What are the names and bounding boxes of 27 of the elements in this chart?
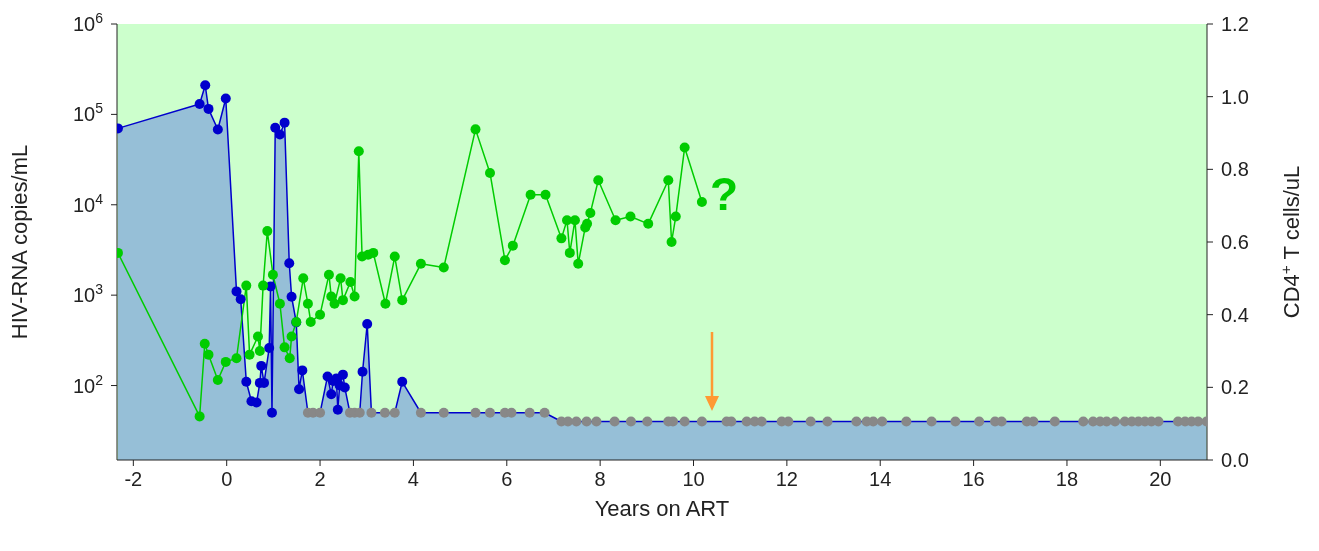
- y-tick-label: 10$^{3}$: [72, 281, 104, 307]
- x-tick-label: 18: [1055, 468, 1079, 490]
- y2-tick-label: 1.2: [1221, 13, 1249, 35]
- x-tick-label: 16: [962, 468, 985, 490]
- x-tick-label: 0: [221, 468, 233, 490]
- annotation: ?: [710, 168, 739, 220]
- y2-tick-label: 0.0: [1221, 449, 1249, 471]
- x-tick-label: 14: [869, 468, 892, 490]
- x-tick-label: 4: [407, 468, 419, 490]
- x-tick-label: 6: [501, 468, 513, 490]
- x-tick-label: 8: [594, 468, 606, 490]
- y2-tick-label: 1.0: [1221, 85, 1249, 108]
- y2-tick-label: 0.4: [1221, 303, 1249, 326]
- y2-tick-label: 0.2: [1221, 376, 1249, 399]
- x-tick-label: -2: [124, 468, 143, 490]
- y2-tick-label: 0.8: [1221, 158, 1249, 181]
- y2-tick-label: 0.6: [1221, 231, 1249, 253]
- x-tick-label: 2: [314, 468, 326, 490]
- x-tick-label: 20: [1149, 468, 1172, 490]
- y-tick-label: 10$^{2}$: [72, 371, 104, 397]
- x-tick-label: 12: [775, 468, 798, 490]
- y-axis-title: HIV-RNA copies/mL: [7, 144, 32, 340]
- y-tick-label: 10$^{4}$: [72, 190, 104, 216]
- x-tick-label: 10: [682, 468, 705, 490]
- y-tick-label: 10$^{6}$: [72, 10, 104, 35]
- x-axis-title: Years on ART: [594, 496, 730, 521]
- y-tick-label: 10$^{5}$: [72, 100, 104, 126]
